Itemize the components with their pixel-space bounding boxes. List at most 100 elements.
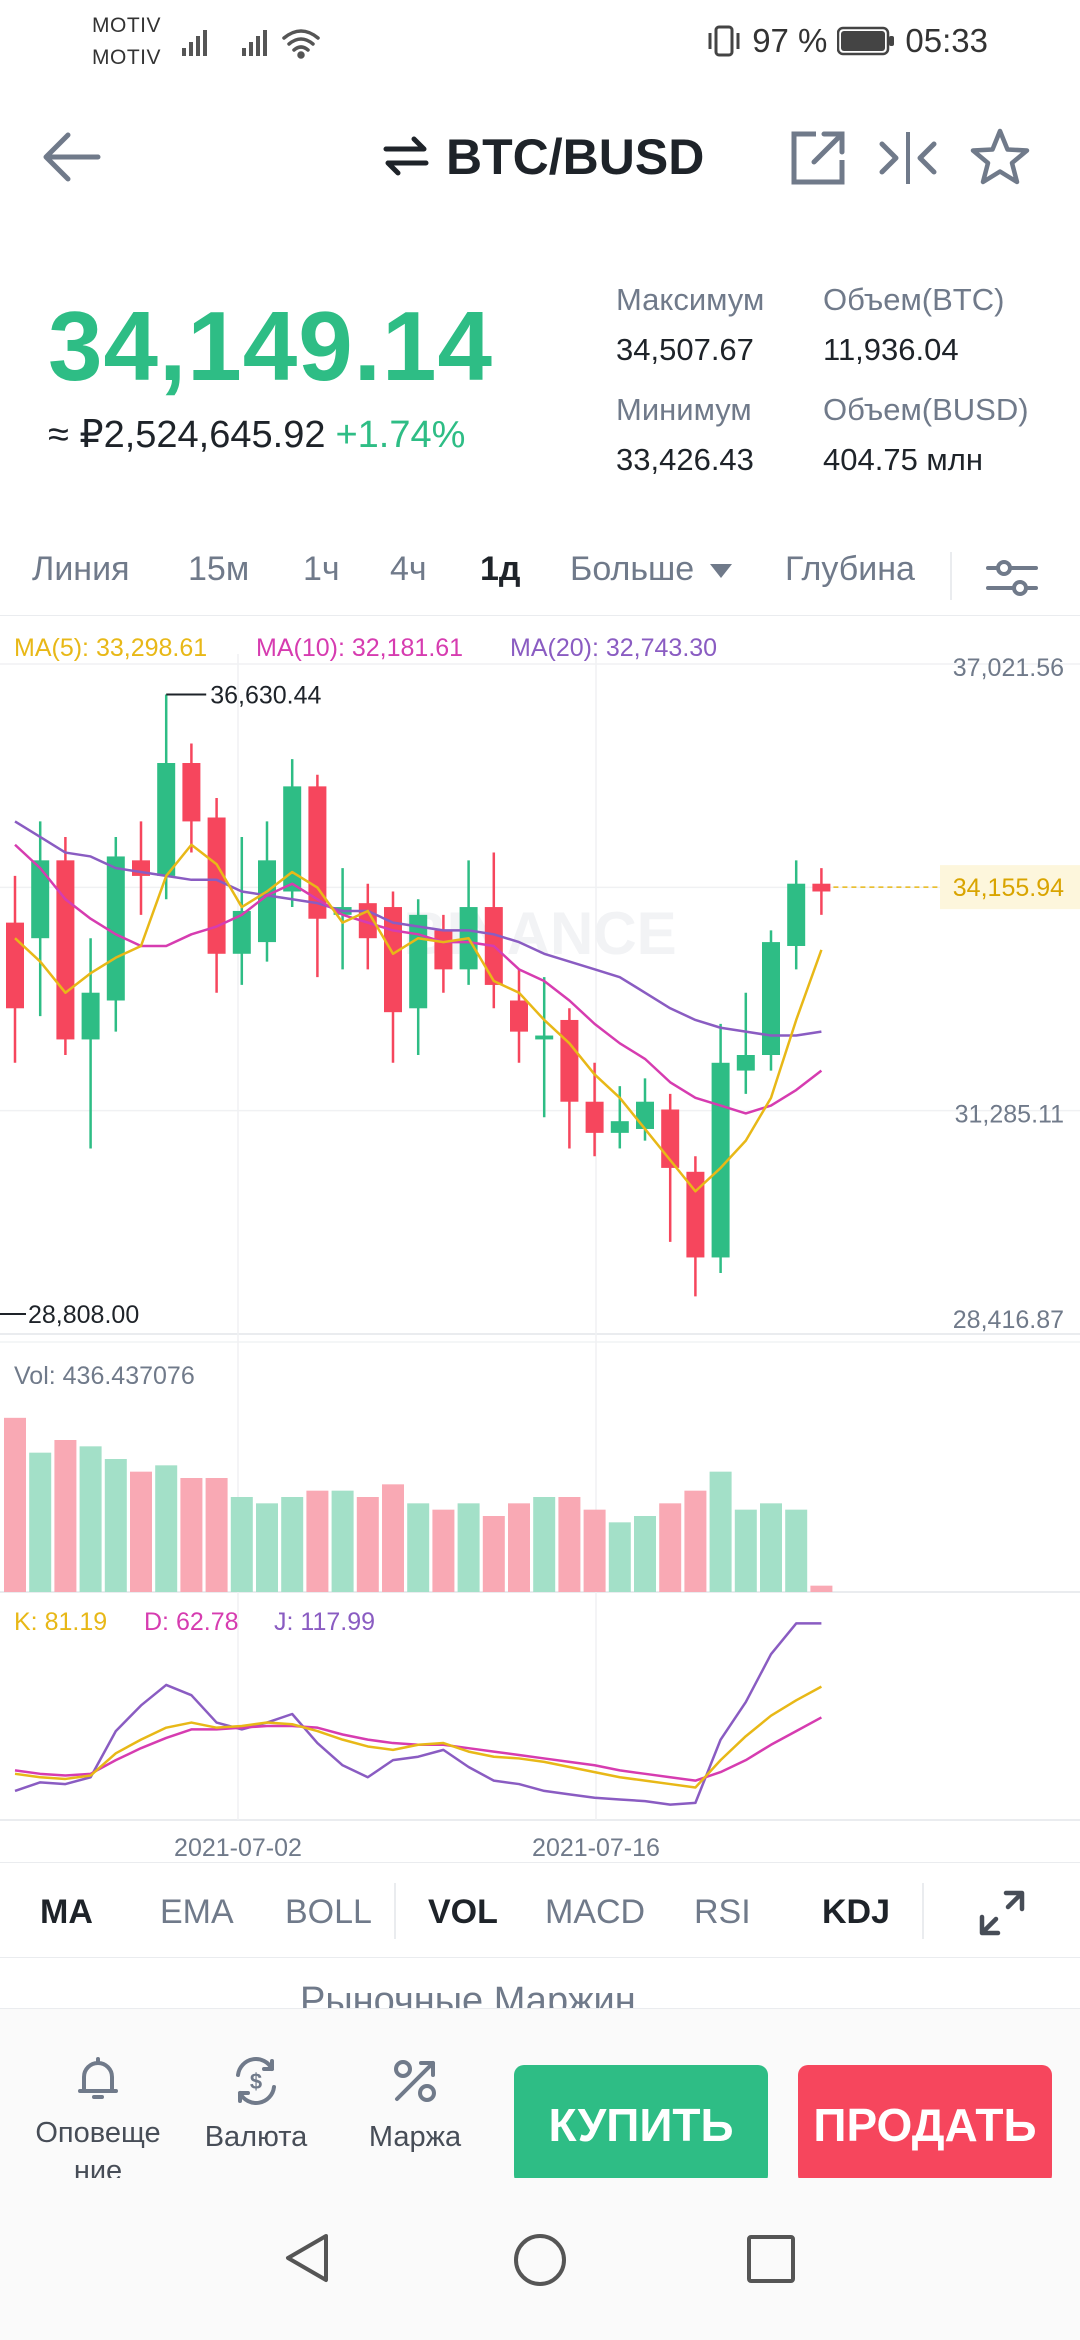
kdj-d-legend: D: 62.78 (144, 1608, 239, 1636)
volume-bar (382, 1484, 404, 1592)
candle-body (207, 817, 226, 954)
margin-button[interactable]: Маржа (345, 2053, 485, 2156)
indicator-tabs: MA EMA BOLL VOL MACD RSI KDJ (0, 1862, 1080, 1958)
tab-more[interactable]: Больше (570, 550, 734, 589)
volume-bar (205, 1478, 228, 1592)
signal-icon-2 (242, 30, 267, 56)
buy-button[interactable]: КУПИТЬ (514, 2065, 768, 2185)
candle-body (106, 856, 125, 1001)
expand-icon (979, 1890, 1025, 1936)
svg-text:$: $ (250, 2069, 262, 2094)
fullscreen-button[interactable] (976, 1887, 1028, 1944)
ind-kdj[interactable]: KDJ (822, 1893, 891, 1931)
kdj-k-line (14, 1685, 822, 1789)
kdj-j-legend: J: 117.99 (274, 1608, 375, 1636)
volume-bar (785, 1509, 808, 1592)
circle-home-icon (514, 2234, 566, 2286)
candle-body (182, 763, 201, 822)
stat-vol-base: Объем(BTC) 11,936.04 (823, 282, 1004, 368)
current-price-tag-bg (940, 865, 1080, 910)
candle-body (762, 942, 780, 1056)
back-button[interactable] (36, 122, 106, 192)
share-button[interactable] (786, 126, 850, 190)
tab-line[interactable]: Линия (32, 550, 130, 588)
volume-bar (79, 1446, 102, 1592)
percent-icon (394, 2060, 436, 2102)
volume-bar (4, 1417, 26, 1592)
sell-button[interactable]: ПРОДАТЬ (798, 2065, 1052, 2185)
ma20-legend: MA(20): 32,743.30 (510, 634, 717, 662)
ind-vol[interactable]: VOL (428, 1893, 498, 1931)
candle-body (636, 1101, 654, 1129)
wifi-icon (282, 29, 320, 59)
nav-home-button[interactable] (510, 2230, 570, 2295)
stat-high-value: 34,507.67 (616, 332, 754, 367)
compare-button[interactable] (876, 126, 940, 190)
candle-body (384, 907, 402, 1013)
ind-boll[interactable]: BOLL (285, 1893, 372, 1931)
volume-bar (407, 1503, 430, 1592)
bell-icon (78, 2057, 118, 2099)
tab-1d[interactable]: 1д (480, 550, 521, 588)
nav-back-button[interactable] (280, 2230, 336, 2291)
ind-rsi[interactable]: RSI (694, 1893, 751, 1931)
volume-bar (230, 1497, 253, 1592)
candle-body (258, 860, 276, 943)
volume-bar (356, 1497, 379, 1592)
app-header: BTC/BUSD (0, 100, 1080, 220)
candle-body (409, 914, 428, 1009)
candle-body (535, 1035, 554, 1040)
volume-bar (508, 1503, 530, 1592)
volume-bar (558, 1497, 581, 1592)
date-label: 2021-07-16 (532, 1834, 660, 1862)
candle-body (560, 1019, 579, 1102)
volume-bar (130, 1471, 152, 1592)
kdj-k-legend: K: 81.19 (14, 1608, 107, 1636)
signal-icons (180, 22, 330, 67)
volume-bar (54, 1440, 77, 1592)
back-arrow-icon (43, 132, 101, 182)
swap-arrows-icon (383, 136, 429, 176)
tab-4h[interactable]: 4ч (390, 550, 427, 588)
ind-separator (922, 1883, 924, 1939)
alerts-button[interactable]: Оповеще ние (28, 2053, 168, 2190)
candle-body (31, 860, 50, 939)
volume-bar (583, 1509, 606, 1592)
volume-bar (180, 1478, 203, 1592)
pair-selector[interactable]: BTC/BUSD (380, 128, 704, 186)
date-label: 2021-07-02 (174, 1834, 302, 1862)
tab-depth[interactable]: Глубина (785, 550, 915, 588)
stat-low-label: Минимум (616, 392, 752, 427)
volume-bar (155, 1465, 178, 1592)
split-icon (879, 132, 937, 184)
stat-vol-quote: Объем(BUSD) 404.75 млн (823, 392, 1029, 478)
volume-bar (457, 1503, 480, 1592)
nav-recents-button[interactable] (744, 2232, 798, 2291)
current-price-tag: 34,155.94 (953, 874, 1064, 902)
volume-bar (608, 1522, 631, 1592)
ind-macd[interactable]: MACD (545, 1893, 646, 1931)
ma20-line (14, 820, 822, 1037)
volume-bar (659, 1503, 682, 1592)
volume-bar (634, 1516, 656, 1592)
stat-vol-quote-label: Объем(BUSD) (823, 392, 1029, 427)
carrier-1: MOTIV (92, 14, 161, 37)
tab-1h[interactable]: 1ч (303, 550, 340, 588)
triangle-back-icon (286, 2234, 328, 2282)
price-axis-label: 28,416.87 (953, 1306, 1064, 1334)
stat-vol-base-label: Объем(BTC) (823, 282, 1005, 317)
candle-body (585, 1101, 604, 1133)
market-section-peek: Рыночные Маржин (300, 1980, 636, 2010)
chart-settings-button[interactable] (984, 550, 1040, 611)
currency-button[interactable]: $ Валюта (186, 2053, 326, 2156)
price-axis-label: 37,021.56 (953, 654, 1064, 682)
ind-ema[interactable]: EMA (160, 1893, 234, 1931)
stat-high-label: Максимум (616, 282, 765, 317)
ind-ma[interactable]: MA (40, 1893, 93, 1931)
high-marker: 36,630.44 (210, 681, 321, 709)
vibrate-icon (708, 25, 740, 57)
favorite-button[interactable] (968, 126, 1032, 190)
candle-body (787, 883, 806, 946)
tab-15m[interactable]: 15м (188, 550, 250, 588)
